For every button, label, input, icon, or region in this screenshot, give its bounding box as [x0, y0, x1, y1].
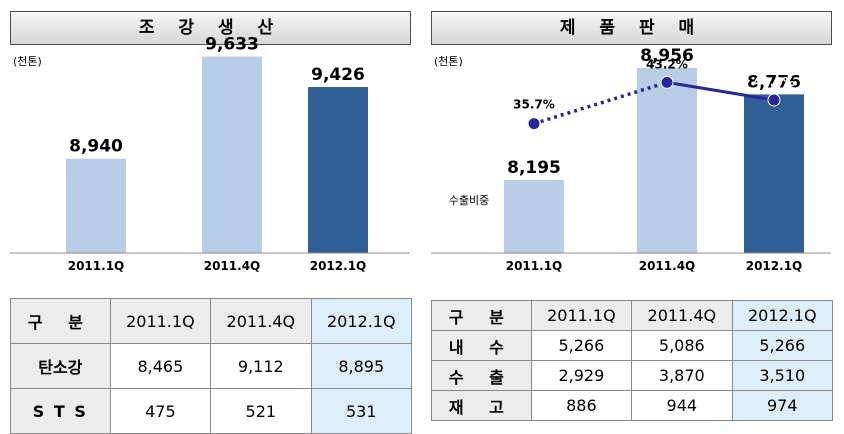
table-cell: 8,895 [310, 343, 413, 389]
bar-value-label: 9,426 [311, 65, 365, 85]
category-tick-label: 2012.1Q [310, 259, 367, 273]
bar-value-label: 8,776 [747, 72, 801, 92]
bar [637, 67, 697, 253]
bar [744, 94, 804, 253]
table-header-cell: 2012.1Q [310, 298, 413, 344]
table-header-cell: 구 분 [10, 298, 111, 344]
table-header-row: 구 분 2011.1Q 2011.4Q 2012.1Q [431, 300, 834, 331]
table-cell: 944 [631, 390, 733, 421]
table-header-cell: 구 분 [431, 300, 532, 331]
bar [202, 56, 262, 253]
table-header-cell: 2012.1Q [731, 300, 834, 331]
table-row: 수 출 2,929 3,870 3,510 [431, 360, 834, 391]
line-segment [666, 80, 775, 102]
bar-value-label: 9,633 [205, 35, 259, 55]
table-header-cell: 2011.4Q [210, 298, 312, 344]
table-cell: 531 [310, 388, 413, 434]
table-cell: 3,870 [631, 360, 733, 391]
line-segment-dotted [533, 80, 668, 126]
production-unit-label: (천톤) [13, 55, 42, 68]
table-cell: 5,266 [731, 330, 834, 361]
table-header-row: 구 분 2011.1Q 2011.4Q 2012.1Q [10, 298, 413, 344]
table-cell: 521 [210, 388, 312, 434]
bar-value-label: 8,940 [69, 137, 123, 157]
sales-panel: 제 품 판 매 (천톤) 8,195 2011.1Q 8,956 2011.4Q 8,7… [431, 0, 836, 434]
production-bar-chart: 8,940 2011.1Q 9,633 2011.4Q 9,426 2012.1Q [10, 35, 410, 273]
category-tick-label: 2011.1Q [506, 259, 563, 273]
table-header-cell: 2011.4Q [631, 300, 733, 331]
line-series-label: 수출비중 [449, 194, 489, 207]
row-label: 탄소강 [10, 343, 111, 389]
table-row: 내 수 5,266 5,086 5,266 [431, 330, 834, 361]
line-value-label: 40.0% [753, 75, 795, 89]
category-tick-label: 2011.4Q [204, 259, 261, 273]
table-cell: 5,086 [631, 330, 733, 361]
line-value-label: 35.7% [513, 98, 555, 112]
table-header-cell: 2011.1Q [109, 298, 212, 344]
table-cell: 5,266 [530, 330, 633, 361]
row-label: 내 수 [431, 330, 532, 361]
production-table: 구 분 2011.1Q 2011.4Q 2012.1Q 탄소강 8,465 9,… [10, 298, 413, 434]
sales-title: 제 품 판 매 [431, 11, 832, 45]
line-point [527, 117, 541, 131]
table-cell: 886 [530, 390, 633, 421]
category-tick-label: 2011.4Q [639, 259, 696, 273]
bar-value-label: 8,956 [640, 46, 694, 66]
table-header-cell: 2011.1Q [530, 300, 633, 331]
production-title: 조 강 생 산 [10, 11, 411, 45]
table-cell: 8,465 [109, 343, 212, 389]
table-cell: 9,112 [210, 343, 312, 389]
sales-table: 구 분 2011.1Q 2011.4Q 2012.1Q 내 수 5,266 5,… [431, 300, 834, 421]
line-point [767, 93, 781, 107]
bar [504, 180, 564, 253]
table-cell: 475 [109, 388, 212, 434]
sales-bar-chart: 8,195 2011.1Q 8,956 2011.4Q 8,776 2012.1Q 35.7… [431, 46, 831, 273]
production-panel: 조 강 생 산 (천톤) 8,940 2011.1Q 9,633 2011.4Q 9,4… [10, 0, 415, 434]
bar [66, 158, 126, 253]
row-label: 수 출 [431, 360, 532, 391]
bar [308, 87, 368, 253]
table-cell: 2,929 [530, 360, 633, 391]
row-label: 재 고 [431, 390, 532, 421]
table-row: 탄소강 8,465 9,112 8,895 [10, 343, 413, 389]
table-cell: 974 [731, 390, 834, 421]
table-cell: 3,510 [731, 360, 834, 391]
line-point [660, 75, 674, 89]
category-tick-label: 2011.1Q [68, 259, 125, 273]
line-value-label: 43.2% [646, 57, 688, 71]
bar-value-label: 8,195 [507, 158, 561, 178]
row-label: S T S [10, 388, 111, 434]
table-row: 재 고 886 944 974 [431, 390, 834, 421]
table-row: S T S 475 521 531 [10, 388, 413, 434]
sales-unit-label: (천톤) [434, 55, 463, 68]
category-tick-label: 2012.1Q [746, 259, 803, 273]
